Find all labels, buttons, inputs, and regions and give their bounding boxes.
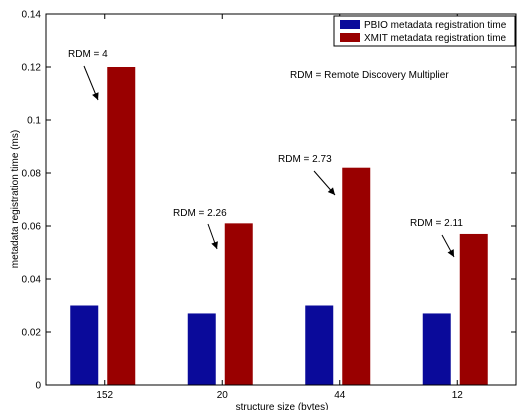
rdm-annotation-20: RDM = 2.26 [173, 208, 227, 219]
plot-frame [45, 13, 517, 386]
rdm-annotation-44: RDM = 2.73 [278, 154, 332, 165]
legend-box [333, 15, 516, 47]
bar-pbio-12 [422, 313, 451, 385]
annotations: RDM = 4 RDM = 2.26 RDM = 2.73 RDM = 2.11 [68, 49, 463, 258]
y-tick-label: 0.12 [22, 63, 42, 74]
x-tick-label: 20 [217, 390, 229, 401]
rdm-note: RDM = Remote Discovery Multiplier [290, 70, 449, 81]
x-axis-label: structure size (bytes) [236, 402, 329, 410]
bar-pbio-20 [187, 313, 216, 385]
bar-xmit-44 [342, 167, 371, 385]
x-tick-label: 12 [452, 390, 464, 401]
bars-layer [70, 67, 488, 385]
legend-label-pbio: PBIO metadata registration time [364, 20, 507, 31]
arrow-head-44 [327, 187, 335, 195]
bar-pbio-44 [305, 305, 334, 385]
y-tick-label: 0.04 [22, 275, 42, 286]
bar-xmit-12 [459, 233, 488, 385]
y-tick-label: 0 [35, 381, 41, 392]
rdm-annotation-152: RDM = 4 [68, 49, 108, 60]
x-tick-label: 44 [334, 390, 346, 401]
legend-swatch-xmit [340, 33, 360, 42]
legend: PBIO metadata registration time XMIT met… [333, 15, 516, 47]
bar-xmit-152 [107, 67, 136, 385]
legend-swatch-pbio [340, 20, 360, 29]
y-tick-label: 0.08 [22, 169, 42, 180]
y-axis-label: metadata registration time (ms) [10, 130, 21, 268]
legend-label-xmit: XMIT metadata registration time [364, 33, 507, 44]
y-tick-label: 0.06 [22, 222, 42, 233]
x-tick-label: 152 [96, 390, 113, 401]
bar-pbio-152 [70, 305, 99, 385]
y-tick-label: 0.14 [22, 10, 42, 21]
rdm-annotation-12: RDM = 2.11 [410, 218, 463, 229]
y-tick-label: 0.02 [22, 328, 42, 339]
y-tick-label: 0.1 [27, 116, 41, 127]
arrow-head-20 [211, 241, 218, 249]
y-axis: 0 0.02 0.04 0.06 0.08 0.1 0.12 0.14 [22, 10, 516, 392]
arrow-head-12 [447, 249, 454, 257]
arrow-head-152 [92, 92, 99, 100]
bar-xmit-20 [224, 223, 253, 385]
